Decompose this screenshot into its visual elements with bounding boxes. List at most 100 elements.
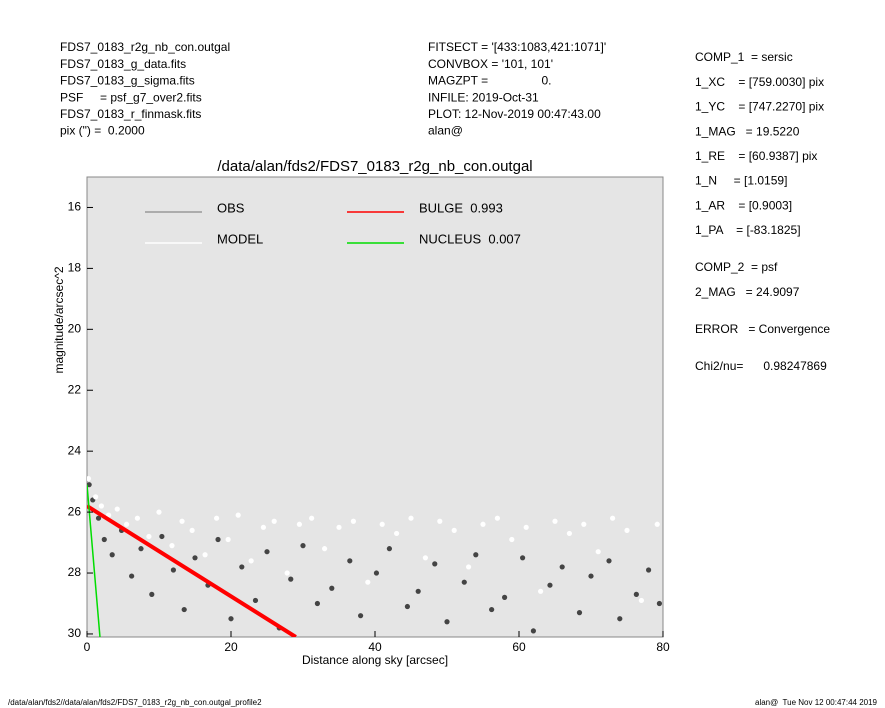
- data-point: [134, 515, 140, 521]
- data-point: [146, 533, 152, 540]
- data-point: [129, 573, 135, 579]
- plot-area: [86, 176, 664, 638]
- footer-date: alan@ Tue Nov 12 00:47:44 2019: [755, 698, 878, 707]
- data-point: [437, 518, 443, 524]
- data-point: [149, 591, 155, 597]
- data-point: [444, 619, 450, 625]
- data-point: [559, 564, 565, 570]
- header-middle-line: alan@: [428, 124, 463, 138]
- data-point: [494, 515, 500, 521]
- header-left-line: FDS7_0183_r_finmask.fits: [60, 107, 201, 121]
- data-point: [595, 549, 601, 555]
- side-param: 1_XC = [759.0030] pix: [695, 75, 824, 89]
- data-point: [159, 533, 165, 540]
- header-left-line: FDS7_0183_r2g_nb_con.outgal: [60, 40, 230, 54]
- data-point: [189, 527, 195, 533]
- data-point: [461, 579, 467, 585]
- side-error: ERROR = Convergence: [695, 322, 830, 336]
- data-point: [87, 475, 92, 482]
- y-tick-label: 24: [68, 443, 82, 457]
- data-point: [404, 603, 410, 610]
- data-point: [520, 555, 526, 561]
- side-param: 1_PA = [-83.1825]: [695, 223, 801, 237]
- data-point: [538, 588, 544, 594]
- y-tick-label: 20: [68, 321, 82, 335]
- y-axis-label: magnitude/arcsec^2: [52, 266, 66, 373]
- data-point: [114, 506, 120, 512]
- data-point: [101, 536, 107, 543]
- data-point: [610, 515, 616, 521]
- data-point: [225, 536, 231, 543]
- data-point: [365, 579, 371, 585]
- plot-marks: [87, 475, 663, 637]
- y-tick-label: 30: [68, 626, 82, 640]
- data-point: [181, 606, 187, 613]
- data-point: [502, 594, 508, 600]
- data-point: [350, 518, 356, 524]
- data-point: [95, 515, 102, 521]
- side-param: 1_MAG = 19.5220: [695, 124, 800, 138]
- legend-label: NUCLEUS 0.007: [419, 231, 521, 246]
- header-middle-line: FITSECT = '[433:1083,421:1071]': [428, 40, 606, 54]
- data-point: [124, 521, 130, 527]
- data-point: [228, 616, 234, 622]
- data-point: [386, 546, 392, 552]
- data-point: [473, 552, 479, 558]
- header-middle-line: INFILE: 2019-Oct-31: [428, 90, 539, 104]
- data-point: [271, 518, 277, 524]
- y-tick-label: 22: [68, 382, 82, 396]
- x-tick-label: 60: [512, 640, 526, 654]
- data-point: [394, 530, 400, 537]
- data-point: [422, 555, 428, 561]
- y-tick-label: 26: [68, 504, 82, 518]
- data-point: [638, 597, 645, 604]
- data-point: [509, 536, 515, 543]
- profile-line: [87, 484, 101, 637]
- data-point: [170, 567, 176, 573]
- data-point: [264, 549, 270, 555]
- y-tick-label: 18: [68, 261, 82, 275]
- data-point: [248, 558, 254, 564]
- data-point: [654, 521, 660, 527]
- x-tick-label: 0: [84, 640, 91, 654]
- data-point: [336, 524, 342, 530]
- data-point: [329, 585, 335, 591]
- data-point: [109, 552, 115, 558]
- data-point: [179, 518, 185, 524]
- legend-label: MODEL: [217, 231, 263, 246]
- data-point: [239, 564, 245, 570]
- data-point: [202, 552, 208, 558]
- header-middle-line: MAGZPT = 0.: [428, 74, 551, 88]
- header-left-line: FDS7_0183_g_data.fits: [60, 57, 186, 71]
- data-point: [408, 515, 414, 521]
- data-point: [235, 512, 241, 518]
- data-point: [379, 521, 385, 527]
- data-point: [576, 610, 583, 616]
- x-tick-label: 40: [368, 640, 382, 654]
- chart-title: /data/alan/fds2/FDS7_0183_r2g_nb_con.out…: [217, 158, 532, 175]
- data-point: [552, 518, 558, 524]
- data-point: [322, 546, 328, 552]
- data-point: [358, 613, 364, 619]
- side-param: COMP_1 = sersic: [695, 50, 793, 64]
- data-point: [624, 527, 630, 533]
- data-point: [581, 521, 587, 527]
- data-point: [415, 588, 421, 594]
- data-point: [606, 558, 612, 564]
- data-point: [192, 555, 198, 561]
- side-chi2: Chi2/nu= 0.98247869: [695, 359, 827, 373]
- data-point: [523, 524, 529, 530]
- legend-label: OBS: [217, 200, 245, 215]
- data-point: [489, 606, 495, 613]
- x-tick-label: 20: [224, 640, 238, 654]
- x-axis-label: Distance along sky [arcsec]: [302, 653, 448, 667]
- data-point: [252, 597, 259, 604]
- header-left-line: pix (") = 0.2000: [60, 124, 145, 138]
- data-point: [480, 521, 486, 527]
- data-point: [530, 628, 537, 634]
- data-point: [300, 543, 306, 549]
- y-tick-label: 16: [68, 200, 82, 214]
- data-point: [87, 482, 92, 488]
- side-param: 2_MAG = 24.9097: [695, 285, 800, 299]
